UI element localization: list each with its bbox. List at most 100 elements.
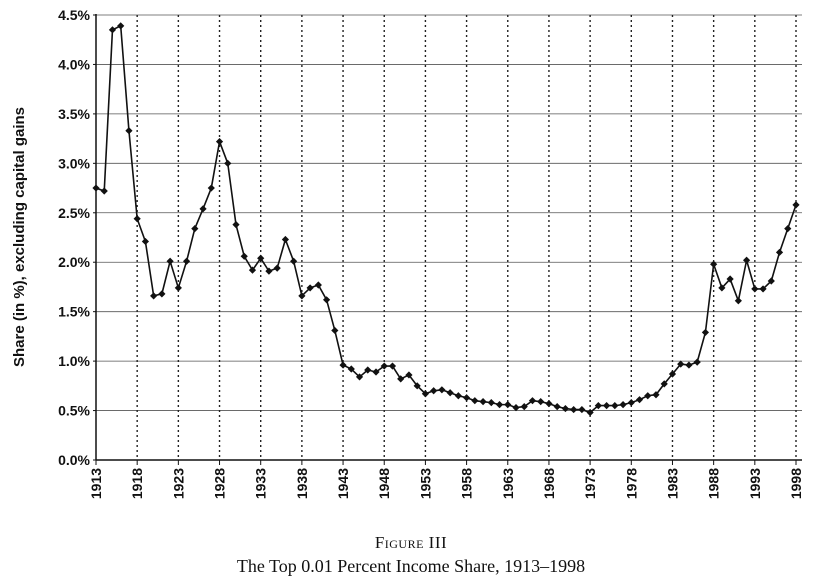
y-tick-label: 0.0% [58, 452, 90, 468]
data-point [240, 252, 248, 260]
data-point [578, 405, 586, 414]
data-point [570, 405, 578, 414]
data-point [339, 361, 347, 369]
data-point [627, 399, 635, 407]
data-point [718, 284, 726, 292]
data-point [644, 392, 652, 400]
x-tick-label: 1938 [294, 468, 310, 499]
figure-label: Figure III [374, 533, 448, 552]
data-point [224, 159, 232, 167]
data-point [158, 290, 166, 298]
y-tick-label: 1.5% [58, 304, 90, 320]
data-point [677, 360, 685, 368]
data-point [298, 292, 306, 300]
data-point [100, 187, 108, 195]
y-tick-label: 0.5% [58, 403, 90, 419]
x-tick-label: 1923 [170, 468, 186, 499]
y-tick-label: 2.0% [58, 254, 90, 270]
data-point [553, 403, 561, 411]
data-point [586, 408, 594, 417]
x-tick-label: 1988 [706, 468, 722, 499]
x-tick-label: 1963 [500, 468, 516, 499]
data-point [421, 390, 430, 398]
x-tick-label: 1928 [212, 468, 228, 499]
data-point [133, 215, 141, 223]
data-point [528, 397, 537, 405]
data-point [141, 237, 150, 246]
data-point [248, 266, 257, 274]
data-point [710, 260, 718, 268]
data-point [767, 277, 775, 285]
data-point [372, 368, 380, 376]
data-point [635, 396, 644, 404]
data-point [191, 225, 199, 233]
data-point [545, 400, 553, 408]
data-point [594, 402, 602, 410]
data-point [364, 366, 372, 374]
data-point [784, 225, 792, 233]
data-point [512, 403, 520, 412]
x-tick-label: 1968 [541, 468, 557, 499]
y-tick-label: 3.5% [58, 106, 90, 122]
data-point [413, 382, 421, 390]
data-point [487, 399, 495, 407]
x-tick-label: 1943 [335, 468, 351, 499]
data-point [734, 297, 742, 305]
y-tick-label: 4.5% [58, 7, 90, 23]
data-point [306, 284, 314, 292]
data-point [281, 235, 290, 244]
data-point [611, 402, 619, 410]
data-point [751, 285, 759, 293]
data-point [602, 402, 611, 410]
data-point [792, 201, 800, 209]
data-point [125, 127, 133, 135]
x-tick-label: 1918 [129, 468, 145, 499]
data-point [92, 184, 100, 192]
line-chart: 0.0% 0.5% 1.0% 1.5% 2.0% 2.5% 3.0% 3.5% 4.0% 4.5%… [11, 7, 804, 499]
data-point [685, 361, 693, 369]
data-point [726, 275, 734, 283]
data-point [257, 254, 265, 262]
data-point [479, 398, 487, 406]
data-point [438, 386, 446, 394]
x-tick-label: 1983 [664, 468, 680, 499]
data-point [322, 296, 331, 304]
series-group [92, 22, 800, 417]
x-tick-label: 1978 [623, 468, 639, 499]
data-point [652, 391, 660, 399]
data-point [701, 328, 710, 337]
data-point [273, 264, 281, 272]
data-point [215, 137, 224, 146]
data-point [446, 389, 454, 397]
data-point [693, 358, 701, 366]
y-tick-label: 1.0% [58, 353, 90, 369]
data-point [430, 387, 438, 395]
data-point [314, 281, 322, 289]
data-point [290, 257, 298, 265]
data-point [331, 326, 339, 335]
y-axis-title: Share (in %), excluding capital gains [11, 107, 28, 367]
figure-title: The Top 0.01 Percent Income Share, 1913–… [236, 556, 586, 576]
x-tick-label: 1973 [582, 468, 598, 499]
series-line [95, 25, 797, 414]
data-point [759, 285, 767, 293]
data-point [495, 401, 504, 409]
x-tick-label: 1998 [788, 468, 804, 499]
data-point [775, 248, 784, 256]
x-tick-label: 1958 [459, 468, 475, 499]
data-point [199, 205, 207, 213]
data-point [537, 398, 545, 406]
data-point [462, 394, 471, 402]
data-point [619, 401, 627, 409]
data-point [166, 257, 174, 265]
data-point [347, 365, 355, 373]
data-point [174, 284, 182, 292]
data-point [397, 375, 405, 383]
y-tick-label: 2.5% [58, 205, 90, 221]
data-point [108, 26, 117, 34]
data-point [150, 292, 158, 300]
x-tick-label: 1953 [417, 468, 433, 499]
data-point [265, 267, 273, 275]
data-point [742, 256, 751, 264]
data-point [405, 371, 413, 379]
